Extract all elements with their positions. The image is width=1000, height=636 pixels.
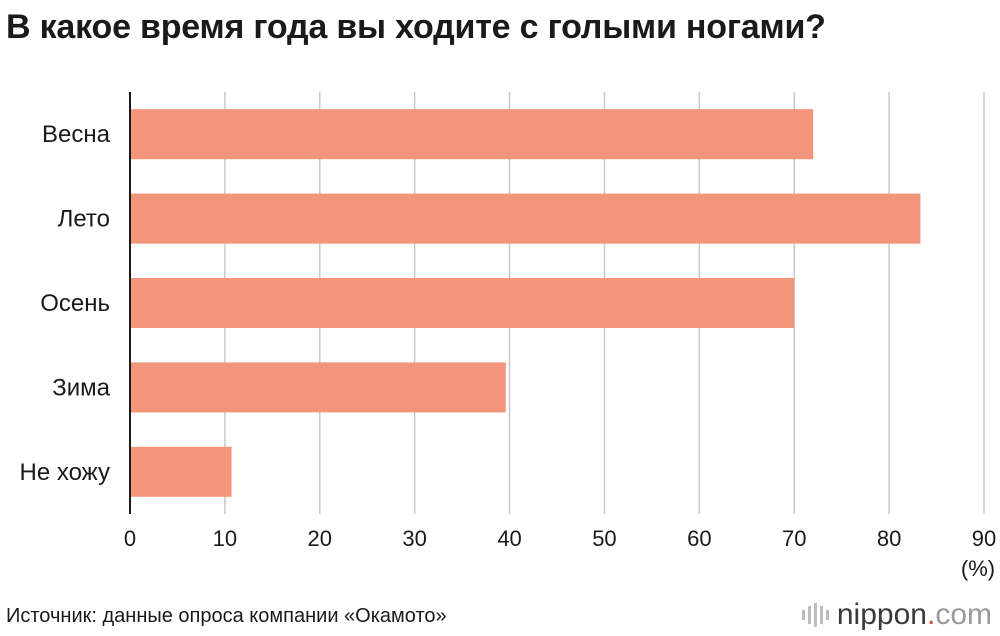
x-tick-label: 50: [592, 526, 616, 551]
source-note: Источник: данные опроса компании «Окамот…: [6, 605, 447, 627]
nippon-logo: nippon. com: [801, 598, 992, 632]
x-tick-label: 40: [497, 526, 521, 551]
bar: [130, 278, 795, 328]
bar: [130, 109, 814, 160]
logo-tld: com: [935, 598, 992, 631]
x-tick-label: 70: [782, 526, 806, 551]
x-tick-label: 80: [877, 526, 901, 551]
category-label: Не хожу: [20, 459, 110, 486]
logo-dot: .: [926, 598, 936, 631]
chart-title: В какое время года вы ходите с голыми но…: [6, 8, 826, 46]
bar: [130, 446, 232, 497]
bar: [130, 362, 506, 413]
x-tick-label: 10: [213, 526, 237, 551]
x-tick-label: 60: [687, 526, 711, 551]
bar: [130, 193, 921, 244]
unit-label: (%): [961, 556, 995, 581]
x-tick-label: 90: [972, 526, 996, 551]
bar-chart: Весна Лето Осень Зима Не хожу 0 10 20 30 40 50 60 7…: [20, 92, 996, 581]
logo-bars-icon: [801, 603, 829, 627]
x-tick-label: 20: [308, 526, 332, 551]
category-labels: Весна Лето Осень Зима Не хожу: [20, 121, 111, 486]
x-tick-label: 30: [402, 526, 426, 551]
category-label: Осень: [40, 290, 110, 317]
x-tick-label: 0: [124, 526, 136, 551]
category-label: Лето: [58, 206, 110, 233]
category-label: Зима: [52, 374, 110, 401]
logo-name: nippon: [836, 598, 927, 631]
x-tick-labels: 0 10 20 30 40 50 60 70 80 90: [124, 526, 996, 551]
bars: [130, 109, 921, 497]
category-label: Весна: [42, 121, 111, 148]
